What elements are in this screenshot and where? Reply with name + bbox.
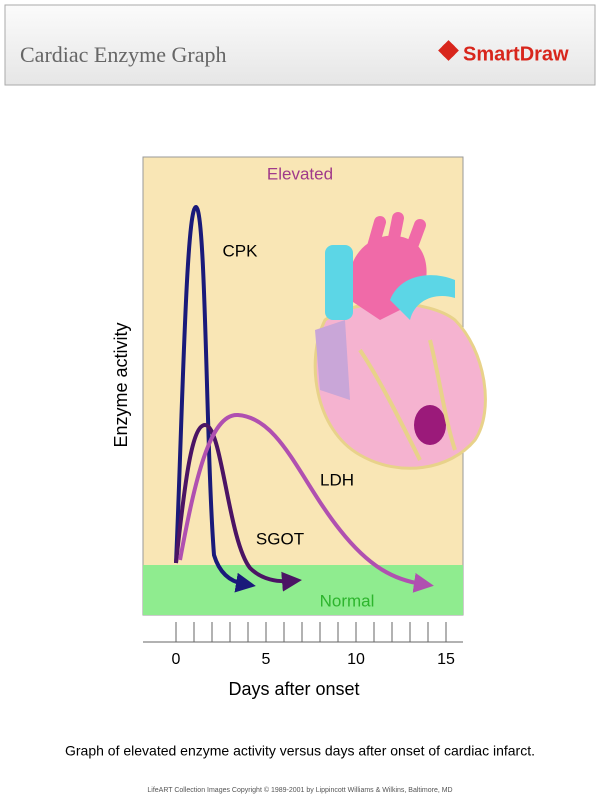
heart — [313, 212, 487, 470]
cpk-curve — [174, 204, 256, 593]
x-tick-label: 0 — [172, 651, 181, 668]
curve-label: SGOT — [256, 529, 304, 548]
ldh-curve — [178, 412, 434, 593]
zone-label: Normal — [320, 591, 375, 610]
y-axis-label: Enzyme activity — [111, 322, 131, 447]
header-box — [4, 4, 596, 86]
title: Cardiac Enzyme Graph — [20, 42, 226, 67]
caption: Graph of elevated enzyme activity versus… — [65, 743, 535, 759]
brand: SmartDraw — [463, 43, 569, 65]
x-tick-label: 5 — [262, 651, 271, 668]
x-tick-label: 10 — [347, 651, 365, 668]
curve-label: CPK — [223, 241, 259, 260]
header: Cardiac Enzyme Graph SmartDraw — [4, 4, 596, 86]
copyright: LifeART Collection Images Copyright © 19… — [147, 786, 452, 794]
graph: Elevated Normal CPK SGOT LDH Enzyme acti… — [111, 156, 487, 699]
normal-zone — [143, 565, 463, 615]
x-axis-label: Days after onset — [228, 679, 359, 699]
curve-label: LDH — [320, 470, 354, 489]
x-axis-ticks — [175, 622, 447, 642]
x-tick-label: 15 — [437, 651, 455, 668]
sgot-curve — [174, 422, 302, 592]
logo-icon — [438, 40, 459, 61]
zone-label: Elevated — [267, 164, 333, 183]
